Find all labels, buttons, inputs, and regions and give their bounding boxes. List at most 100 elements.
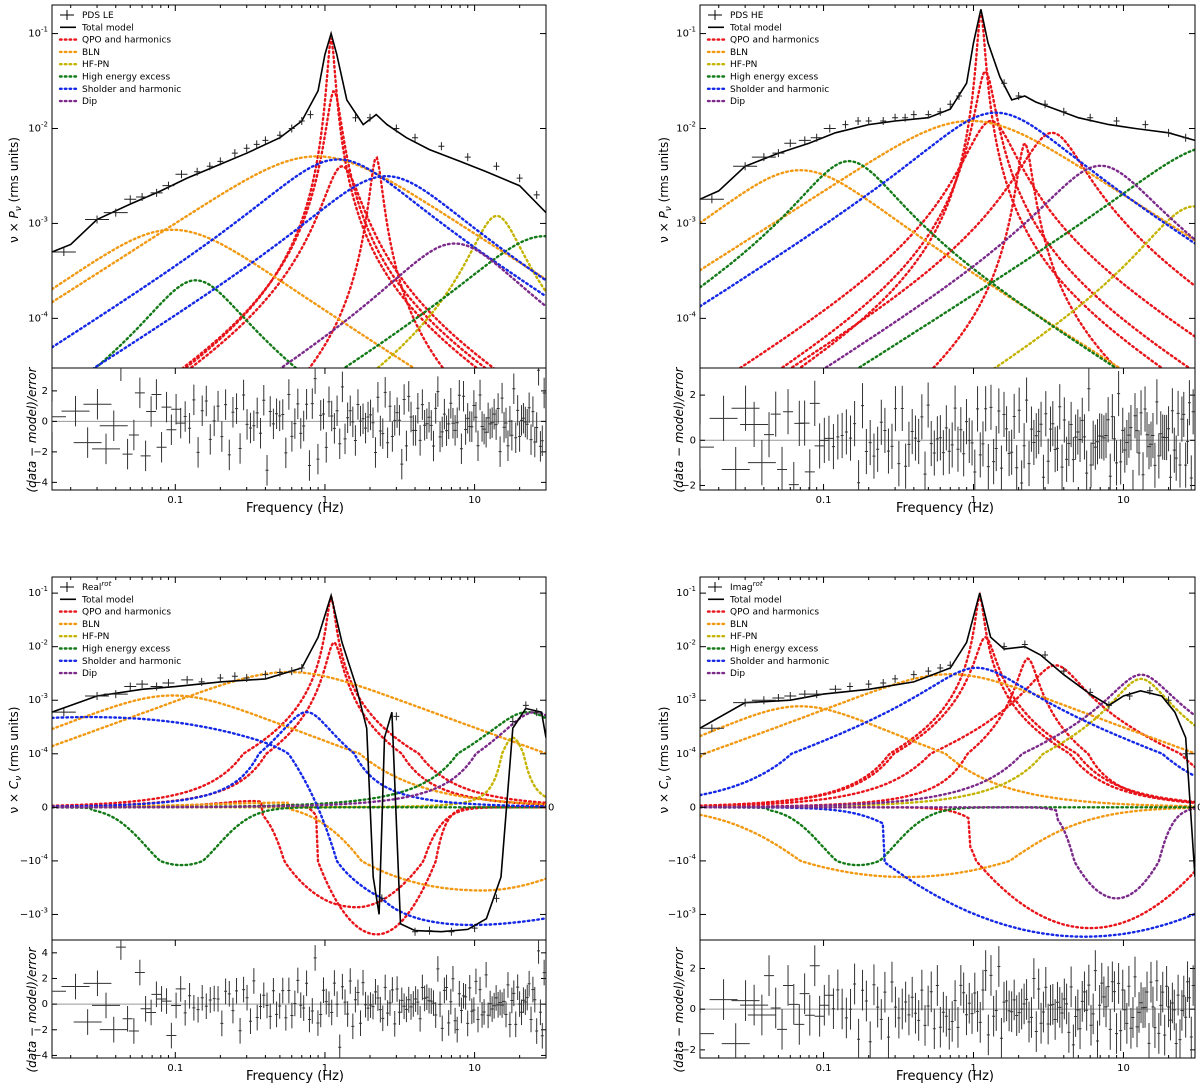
panel-b-component-0-0 xyxy=(797,12,1164,368)
panel-a-residual-point xyxy=(366,401,370,433)
panel-c-residual-point xyxy=(335,991,339,1018)
panel-b-ytick-label: 10-3 xyxy=(676,215,696,229)
panel-c-data-point xyxy=(509,717,516,726)
panel-a-residual-point xyxy=(457,380,461,411)
panel-pds-le: ν × Pν (rms units) (data − model)/error … xyxy=(7,4,547,516)
panel-b-residual-point xyxy=(981,421,985,467)
panel-c-residual-point xyxy=(431,990,435,1016)
panel-a-residual-point xyxy=(371,407,375,439)
panel-b-residual-point xyxy=(1080,397,1084,443)
panel-d-residual-point xyxy=(1145,971,1149,1013)
panel-c-residual-point xyxy=(455,1016,459,1043)
panel-a-data-point xyxy=(103,208,128,217)
panel-a-residual-point xyxy=(343,423,347,455)
panel-b-data-point xyxy=(947,100,954,109)
panel-a-residual-point xyxy=(381,418,385,449)
panel-c-residual-point xyxy=(416,989,420,1015)
panel-d-residual-point xyxy=(938,1006,942,1048)
panel-d-data-point xyxy=(798,690,811,699)
panel-a-residual-area xyxy=(52,368,546,486)
panel-b-residual-point xyxy=(986,444,990,490)
legend-label: Sholder and harmonic xyxy=(82,85,181,95)
panel-d-residual-point xyxy=(1135,1006,1139,1048)
panel-b-residual-point xyxy=(976,386,980,432)
panel-d-component-1-1 xyxy=(700,705,1195,808)
panel-a-data-point xyxy=(493,162,500,171)
legend-label: HF-PN xyxy=(730,60,757,70)
panel-b-residual-point xyxy=(747,440,776,486)
panel-a-residual-point xyxy=(196,437,200,468)
panel-a-data-point xyxy=(217,157,224,166)
panel-b-residual-point xyxy=(1145,412,1149,458)
panel-c-residual-point xyxy=(457,980,461,1007)
panel-d-residual-point xyxy=(1082,971,1086,1013)
panel-a-residual-point xyxy=(287,379,291,410)
panel-b-residual-point xyxy=(799,400,810,446)
panel-d-residual-point xyxy=(721,1023,750,1058)
panel-b-data-point xyxy=(751,153,776,162)
panel-c-ytick-label: 0 xyxy=(42,802,48,813)
panel-c-residual-point xyxy=(404,996,408,1023)
panel-c-residual-point xyxy=(252,968,256,994)
panel-c-residual-point xyxy=(192,995,196,1021)
panel-c-data-point xyxy=(162,678,175,687)
legend-label: Total model xyxy=(729,23,782,33)
panel-a-residual-point xyxy=(245,409,249,440)
panel-c-residual-point xyxy=(220,1010,224,1037)
panel-c-residual-point xyxy=(227,981,231,1007)
panel-c-residual-point xyxy=(183,999,187,1026)
panel-d-residual-point xyxy=(1089,1004,1093,1046)
panel-b-residual-point xyxy=(1191,389,1195,435)
panel-b-residual-point xyxy=(1143,386,1147,432)
panel-d-residual-point xyxy=(953,980,957,1021)
panel-c-data-point xyxy=(150,682,163,691)
panel-c-ytick-label: 10-3 xyxy=(28,692,48,706)
panel-d-residual-point xyxy=(1025,979,1029,1020)
panel-a-residual-point xyxy=(316,443,320,475)
panel-a-residual-point xyxy=(346,402,350,434)
panel-a-residual-point xyxy=(335,395,339,427)
panel-a-residual-point xyxy=(482,413,486,445)
panel-c-data-point xyxy=(412,927,419,936)
panel-b-residual-point xyxy=(1067,420,1071,467)
panel-d-residual-point xyxy=(929,971,933,1013)
panel-a-data-point xyxy=(366,113,373,122)
panel-d-residual-point xyxy=(893,986,897,1028)
panel-b-residual-point xyxy=(823,415,834,461)
panel-b-residual-point xyxy=(1029,406,1033,452)
panel-a-residual-point xyxy=(324,432,328,463)
legend-label: High energy excess xyxy=(82,73,170,83)
panel-a-residual-point xyxy=(156,432,167,463)
panel-d-data-point xyxy=(700,724,724,733)
panel-d-residual-point xyxy=(973,972,977,1014)
panel-b-residual-point xyxy=(1022,423,1026,469)
panel-b-data-point xyxy=(865,116,872,125)
panel-d-residual-point xyxy=(1168,999,1172,1041)
panel-a-residual-point xyxy=(423,410,427,441)
panel-c-residual-point xyxy=(275,1001,279,1028)
panel-d-data-point xyxy=(1060,667,1067,676)
panel-a-residual-point xyxy=(358,405,362,437)
panel-c-residual-point xyxy=(73,1009,102,1035)
panel-d-residual-point xyxy=(1143,987,1147,1028)
panel-b-data-point xyxy=(798,136,811,145)
panel-a-residual-point xyxy=(429,410,433,441)
legend-data-marker xyxy=(60,10,74,20)
legend-label: HF-PN xyxy=(730,632,757,642)
panel-c-residual-point xyxy=(378,996,382,1023)
panel-d-residual-point xyxy=(900,988,904,1030)
panel-b-residual-ylabel: (data − model)/error xyxy=(672,366,686,492)
panel-c-residual-point xyxy=(442,977,446,1004)
legend-label: BLN xyxy=(730,48,748,58)
panel-c-residual-point xyxy=(313,945,317,971)
panel-a-residual-point xyxy=(171,393,182,425)
panel-b-residual-point xyxy=(1046,438,1050,484)
panel-b-data-point xyxy=(823,124,836,133)
panel-b-residual-point xyxy=(959,407,963,453)
panel-b-xlabel: Frequency (Hz) xyxy=(896,501,994,516)
panel-d-plot-area xyxy=(700,591,1195,938)
panel-c-residual-point xyxy=(330,999,334,1026)
panel-d-component-1-0 xyxy=(700,673,1195,759)
panel-a-residual-point xyxy=(480,411,484,442)
panel-a-residual-point xyxy=(383,377,387,408)
